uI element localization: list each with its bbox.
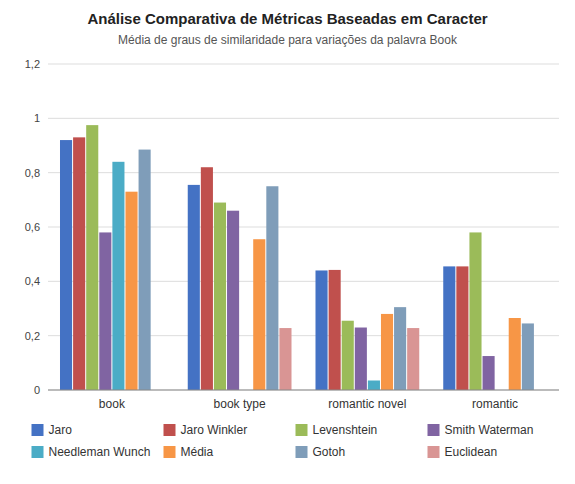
legend-label: Smith Waterman [445, 423, 534, 437]
y-tick-label: 0,6 [25, 221, 40, 233]
bar [342, 321, 354, 390]
legend-label: Needleman Wunch [49, 445, 151, 459]
bar [407, 328, 419, 390]
bar [139, 150, 151, 390]
legend-swatch [32, 446, 44, 458]
legend-swatch [164, 424, 176, 436]
bar [266, 186, 278, 390]
x-tick-label: romantic [472, 397, 518, 411]
bar [443, 266, 455, 390]
y-tick-label: 1,2 [25, 58, 40, 70]
bar [315, 270, 327, 390]
plot-area [48, 64, 559, 390]
legend-label: Jaro Winkler [181, 423, 248, 437]
chart-container: Análise Comparativa de Métricas Baseadas… [0, 0, 575, 484]
bar [279, 328, 291, 390]
bar [227, 211, 239, 390]
title: Análise Comparativa de Métricas Baseadas… [87, 10, 487, 27]
y-tick-label: 0,8 [25, 167, 40, 179]
grid-line [48, 64, 559, 65]
bar [381, 314, 393, 390]
y-tick-label: 0,2 [25, 330, 40, 342]
legend-label: Jaro [49, 423, 73, 437]
grid-line [48, 281, 559, 282]
bar [253, 239, 265, 390]
bar [522, 323, 534, 390]
bars [60, 125, 534, 390]
grid-line [48, 390, 559, 391]
bar [394, 307, 406, 390]
bar [509, 318, 521, 390]
legend-label: Levenshtein [313, 423, 378, 437]
y-tick-label: 1 [34, 112, 40, 124]
legend-swatch [428, 446, 440, 458]
subtitle: Média de graus de similaridade para vari… [118, 33, 458, 47]
bar [201, 167, 213, 390]
y-tick-label: 0,4 [25, 275, 40, 287]
grid-line [48, 118, 559, 119]
grid-line [48, 227, 559, 228]
bar [188, 185, 200, 390]
bar [86, 125, 98, 390]
bar [112, 162, 124, 390]
bar [329, 270, 341, 390]
bar [368, 380, 380, 390]
bar [483, 356, 495, 390]
x-tick-label: book type [214, 397, 266, 411]
grid-line [48, 172, 559, 173]
bar [355, 328, 367, 390]
x-axis-line [48, 390, 559, 391]
legend-label: Euclidean [445, 445, 498, 459]
legend-label: Média [181, 445, 214, 459]
bar [456, 266, 468, 390]
chart-svg: Análise Comparativa de Métricas Baseadas… [0, 0, 575, 484]
legend-swatch [296, 424, 308, 436]
legend-label: Gotoh [313, 445, 346, 459]
legend-swatch [32, 424, 44, 436]
legend-swatch [164, 446, 176, 458]
legend-swatch [296, 446, 308, 458]
grid-line [48, 335, 559, 336]
bar [214, 203, 226, 390]
legend-swatch [428, 424, 440, 436]
bar [469, 232, 481, 390]
bar [99, 232, 111, 390]
bar [73, 137, 85, 390]
y-tick-label: 0 [34, 384, 40, 396]
bar [60, 140, 72, 390]
x-tick-label: romantic novel [328, 397, 406, 411]
x-tick-label: book [99, 397, 126, 411]
legend: Jaro Jaro Winkler Levenshtein Smith Waterma… [32, 423, 534, 459]
bar [125, 192, 137, 390]
